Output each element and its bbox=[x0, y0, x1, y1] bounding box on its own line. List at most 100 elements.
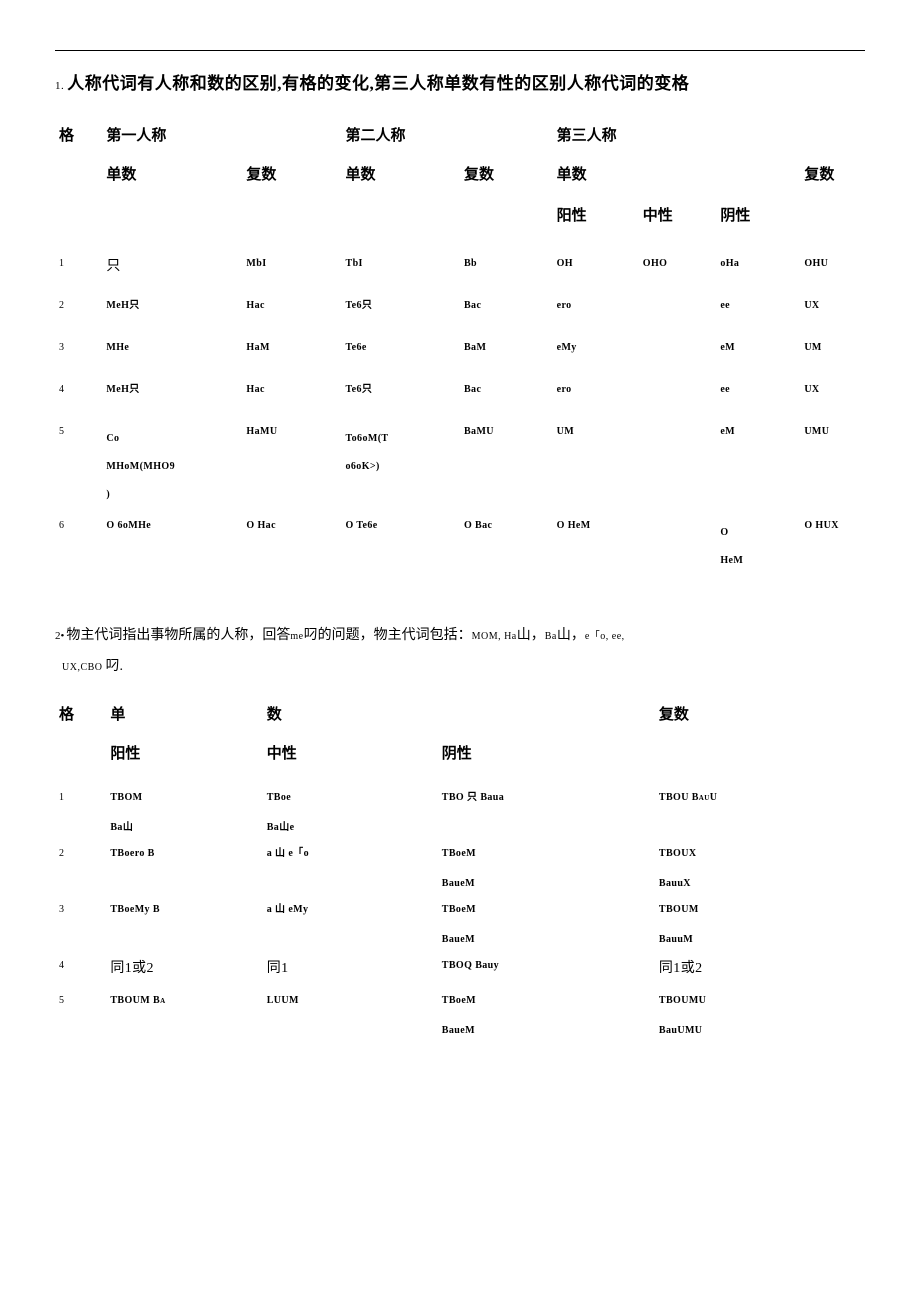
cell: TBOUX BauuX bbox=[655, 839, 865, 895]
gender-f: 阴性 bbox=[716, 206, 800, 247]
cell: 同1或2 bbox=[655, 951, 865, 987]
gender-m: 阳性 bbox=[106, 744, 262, 783]
para-text: 叼的问题，物主代词包括： bbox=[304, 628, 472, 643]
cell: TBOQ Bauy bbox=[438, 951, 655, 987]
cell: OH bbox=[553, 247, 639, 289]
cell: TBoe Ba山e bbox=[263, 783, 438, 839]
cell: BaM bbox=[460, 331, 553, 373]
para-latin: MOM, Ha bbox=[472, 631, 517, 642]
cell: a 山 e「o bbox=[263, 839, 438, 895]
cell: Bac bbox=[460, 373, 553, 415]
table2-header-row: 格 单 数 复数 bbox=[55, 701, 865, 744]
table1-subheader-row: 单数 复数 单数 复数 单数 复数 bbox=[55, 165, 865, 206]
gender-n: 中性 bbox=[639, 206, 717, 247]
cell: TbI bbox=[342, 247, 460, 289]
cell: Te6只 bbox=[342, 373, 460, 415]
case-num: 1 bbox=[55, 247, 102, 289]
cell: O 6oMHe bbox=[102, 509, 242, 585]
cell bbox=[639, 373, 717, 415]
cell: O Hac bbox=[242, 509, 341, 585]
cell: 同1 bbox=[263, 951, 438, 987]
case-num: 2 bbox=[55, 839, 106, 895]
table-row: 4 同1或2 同1 TBOQ Bauy 同1或2 bbox=[55, 951, 865, 987]
cell: TBOUM Ba bbox=[106, 986, 262, 1042]
gender-f: 阴性 bbox=[438, 744, 655, 783]
cell: eMy bbox=[553, 331, 639, 373]
section1-title-text: 人称代词有人称和数的区别,有格的变化,第三人称单数有性的区别人称代词的变格 bbox=[67, 74, 689, 93]
possessive-declension-table: 格 单 数 复数 阳性 中性 阴性 1 TBOM Ba山 TBoe Ba山e T… bbox=[55, 701, 865, 1043]
para-latin: e「o, ee, bbox=[585, 631, 625, 642]
cell: UX bbox=[800, 373, 865, 415]
cell: TBOU BauU bbox=[655, 783, 865, 839]
case-num: 2 bbox=[55, 289, 102, 331]
cell bbox=[639, 509, 717, 585]
cell: O Bac bbox=[460, 509, 553, 585]
cell: TBoeMy B bbox=[106, 895, 262, 951]
cell: ero bbox=[553, 289, 639, 331]
cell: MbI bbox=[242, 247, 341, 289]
gender-m: 阳性 bbox=[553, 206, 639, 247]
hdr-case: 格 bbox=[55, 701, 106, 744]
section2-para: 2•物主代词指出事物所属的人称，回答me叼的问题，物主代词包括：MOM, Ha山… bbox=[55, 621, 865, 683]
cell: eM bbox=[716, 415, 800, 509]
cell: TBOM Ba山 bbox=[106, 783, 262, 839]
case-num: 4 bbox=[55, 951, 106, 987]
cell: To6oM(T o6oK>) bbox=[342, 415, 460, 509]
cell: a 山 eMy bbox=[263, 895, 438, 951]
case-num: 3 bbox=[55, 895, 106, 951]
hdr-sg-left: 单 bbox=[106, 701, 262, 744]
para-cjk: 山， bbox=[557, 628, 585, 643]
para-latin: UX,CBO bbox=[62, 662, 106, 673]
cell: Hac bbox=[242, 373, 341, 415]
sub-sg3: 单数 bbox=[553, 165, 801, 206]
cell: MeH只 bbox=[102, 373, 242, 415]
cell: 只 bbox=[102, 247, 242, 289]
cell: HaM bbox=[242, 331, 341, 373]
hdr-sg-right: 数 bbox=[263, 701, 655, 744]
cell: 同1或2 bbox=[106, 951, 262, 987]
table-row: 1 只 MbI TbI Bb OH OHO oHa OHU bbox=[55, 247, 865, 289]
cell: O HUX bbox=[800, 509, 865, 585]
cell: Co MHoM(MHO9 ) bbox=[102, 415, 242, 509]
cell: MHe bbox=[102, 331, 242, 373]
table-row: 3 MHe HaM Te6e BaM eMy eM UM bbox=[55, 331, 865, 373]
hdr-person2: 第二人称 bbox=[342, 122, 553, 165]
case-num: 6 bbox=[55, 509, 102, 585]
case-num: 4 bbox=[55, 373, 102, 415]
cell: OHO bbox=[639, 247, 717, 289]
para-cjk: 山， bbox=[517, 628, 545, 643]
cell: Te6只 bbox=[342, 289, 460, 331]
cell: UM bbox=[800, 331, 865, 373]
cell: ee bbox=[716, 289, 800, 331]
cell: TBO 只 Baua bbox=[438, 783, 655, 839]
table-row: 4 MeH只 Hac Te6只 Bac ero ee UX bbox=[55, 373, 865, 415]
cell: O Te6e bbox=[342, 509, 460, 585]
cell: TBOUM BauuM bbox=[655, 895, 865, 951]
cell: ero bbox=[553, 373, 639, 415]
para-latin: Ba bbox=[545, 631, 557, 642]
cell: MeH只 bbox=[102, 289, 242, 331]
sub-sg2: 单数 bbox=[342, 165, 460, 206]
hdr-person1: 第一人称 bbox=[102, 122, 341, 165]
section1-title: 1.人称代词有人称和数的区别,有格的变化,第三人称单数有性的区别人称代词的变格 bbox=[55, 69, 865, 94]
pronoun-declension-table: 格 第一人称 第二人称 第三人称 单数 复数 单数 复数 单数 复数 阳性 中性… bbox=[55, 122, 865, 585]
cell: BaMU bbox=[460, 415, 553, 509]
sub-pl2: 复数 bbox=[460, 165, 553, 206]
para-text: 物主代词指出事物所属的人称，回答 bbox=[66, 628, 290, 643]
table-row: 5 Co MHoM(MHO9 ) HaMU To6oM(T o6oK>) BaM… bbox=[55, 415, 865, 509]
table-row: 1 TBOM Ba山 TBoe Ba山e TBO 只 Baua TBOU Bau… bbox=[55, 783, 865, 839]
table-row: 2 MeH只 Hac Te6只 Bac ero ee UX bbox=[55, 289, 865, 331]
cell: O HeM bbox=[716, 509, 800, 585]
cell: Hac bbox=[242, 289, 341, 331]
cell: UX bbox=[800, 289, 865, 331]
table-row: 6 O 6oMHe O Hac O Te6e O Bac O HeM O HeM… bbox=[55, 509, 865, 585]
cell bbox=[639, 331, 717, 373]
sub-pl3: 复数 bbox=[800, 165, 865, 206]
cell: TBoeM BaueM bbox=[438, 986, 655, 1042]
sub-sg1: 单数 bbox=[102, 165, 242, 206]
table-row: 2 TBoero B a 山 e「o TBoeM BaueM TBOUX Bau… bbox=[55, 839, 865, 895]
hdr-case: 格 bbox=[55, 122, 102, 165]
cell: TBOUMU BauUMU bbox=[655, 986, 865, 1042]
table2-gender-row: 阳性 中性 阴性 bbox=[55, 744, 865, 783]
table1-header-row: 格 第一人称 第二人称 第三人称 bbox=[55, 122, 865, 165]
